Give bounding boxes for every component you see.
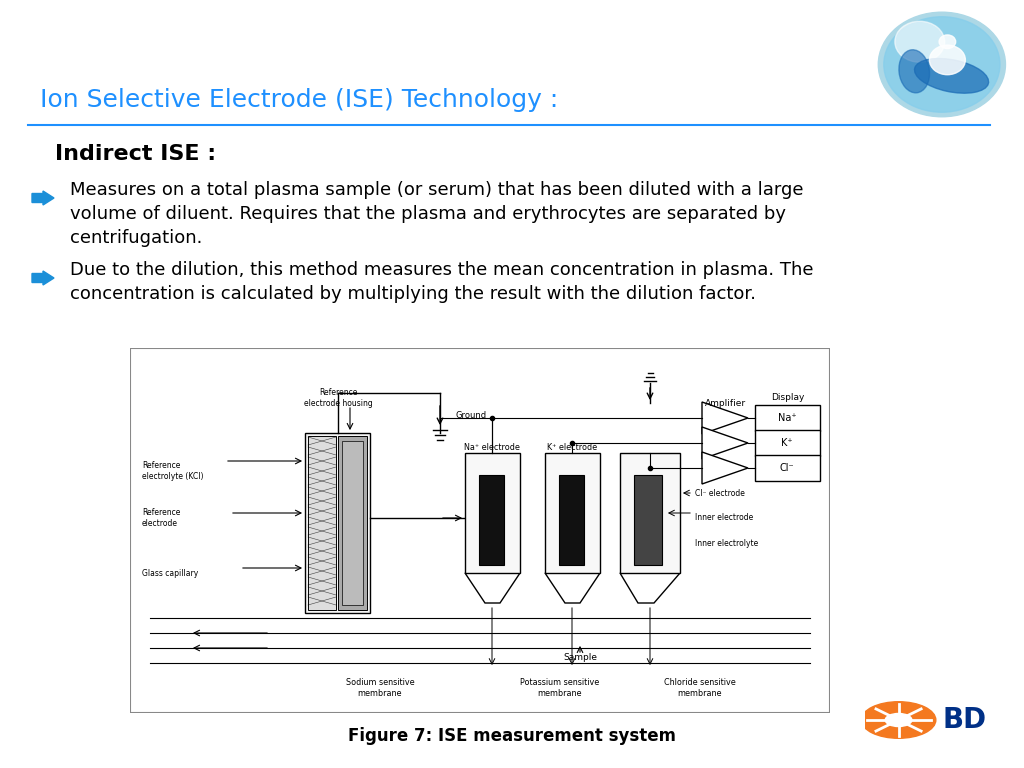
Text: Indirect ISE :: Indirect ISE :: [55, 144, 216, 164]
Text: Potassium sensitive
membrane: Potassium sensitive membrane: [520, 678, 600, 697]
Bar: [545, 453, 600, 573]
Bar: [755, 430, 820, 456]
Ellipse shape: [899, 50, 930, 93]
Text: Na⁺: Na⁺: [777, 413, 797, 423]
Bar: [305, 433, 370, 613]
Bar: [634, 475, 662, 565]
Bar: [755, 405, 820, 431]
Polygon shape: [702, 427, 748, 459]
Text: Inner electrode: Inner electrode: [695, 514, 754, 522]
Text: volume of diluent. Requires that the plasma and erythrocytes are separated by: volume of diluent. Requires that the pla…: [70, 205, 786, 223]
Polygon shape: [702, 452, 748, 484]
Text: Reference
electrolyte (KCl): Reference electrolyte (KCl): [142, 462, 204, 481]
Text: Reference
electrode: Reference electrode: [142, 508, 180, 528]
Text: Ion Selective Electrode (ISE) Technology :: Ion Selective Electrode (ISE) Technology…: [40, 88, 558, 112]
Text: Reference
electrode housing: Reference electrode housing: [304, 389, 373, 408]
Ellipse shape: [914, 58, 988, 93]
Text: Measures on a total plasma sample (or serum) that has been diluted with a large: Measures on a total plasma sample (or se…: [70, 181, 804, 199]
Text: Ground: Ground: [455, 411, 486, 419]
Circle shape: [939, 35, 955, 48]
Text: Display: Display: [771, 393, 805, 402]
Bar: [559, 475, 584, 565]
Bar: [465, 453, 520, 573]
FancyArrow shape: [32, 191, 54, 205]
Circle shape: [861, 702, 936, 738]
Text: Glass capillary: Glass capillary: [142, 568, 199, 578]
Text: K⁺ electrode: K⁺ electrode: [547, 443, 597, 452]
Text: centrifugation.: centrifugation.: [70, 229, 203, 247]
Circle shape: [884, 17, 999, 112]
Text: Cl⁻: Cl⁻: [779, 463, 795, 473]
Text: Amplifier: Amplifier: [705, 399, 745, 408]
Bar: [755, 455, 820, 481]
Circle shape: [930, 45, 966, 74]
Text: Cl⁻ electrode: Cl⁻ electrode: [695, 488, 744, 498]
Text: Chloride sensitive
membrane: Chloride sensitive membrane: [665, 678, 736, 697]
Text: BD: BD: [942, 706, 986, 734]
Circle shape: [885, 713, 911, 727]
FancyArrow shape: [32, 271, 54, 285]
Text: K⁺: K⁺: [781, 438, 793, 448]
Text: Na⁺ electrode: Na⁺ electrode: [464, 443, 520, 452]
Bar: [338, 436, 367, 610]
Bar: [308, 436, 336, 610]
Text: concentration is calculated by multiplying the result with the dilution factor.: concentration is calculated by multiplyi…: [70, 285, 756, 303]
Text: Inner electrolyte: Inner electrolyte: [695, 538, 758, 548]
Bar: [620, 453, 680, 573]
Circle shape: [895, 22, 944, 62]
Text: Sample: Sample: [563, 654, 597, 663]
Bar: [342, 441, 362, 605]
Text: Sodium sensitive
membrane: Sodium sensitive membrane: [346, 678, 415, 697]
Polygon shape: [702, 402, 748, 434]
Circle shape: [879, 12, 1006, 117]
Bar: [479, 475, 504, 565]
Text: Figure 7: ISE measurement system: Figure 7: ISE measurement system: [348, 727, 676, 745]
Text: Due to the dilution, this method measures the mean concentration in plasma. The: Due to the dilution, this method measure…: [70, 261, 813, 279]
